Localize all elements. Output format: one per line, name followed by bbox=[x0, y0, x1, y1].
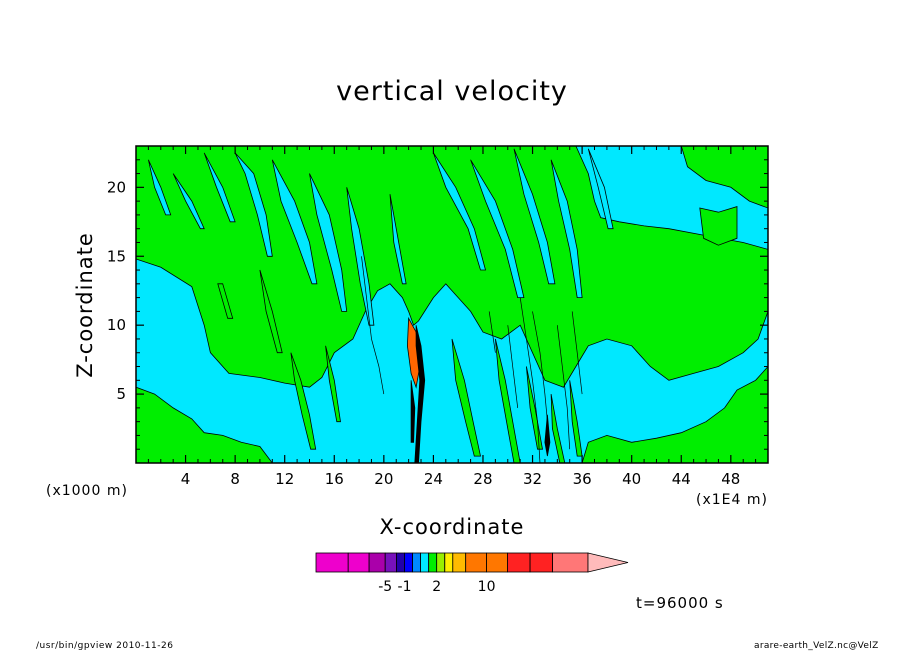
colorbar-segment bbox=[552, 552, 589, 573]
y-tick-label: 15 bbox=[107, 247, 126, 265]
contour-line bbox=[371, 338, 385, 395]
green-streak bbox=[259, 269, 283, 354]
contour-line bbox=[571, 311, 583, 395]
green-streak bbox=[451, 338, 481, 457]
cyan-streak bbox=[271, 159, 318, 285]
contour-line bbox=[532, 311, 550, 436]
colorbar-segment bbox=[452, 552, 467, 573]
contour-line bbox=[507, 325, 519, 408]
contour-line bbox=[488, 311, 496, 353]
x-axis-unit-left: (x1000 m) bbox=[46, 483, 128, 499]
green-streak bbox=[569, 380, 583, 457]
green-streak bbox=[217, 283, 234, 319]
colorbar-segment bbox=[529, 552, 553, 573]
y-tick-label: 20 bbox=[107, 178, 126, 196]
colorbar-segment bbox=[444, 552, 454, 573]
x-tick-label: 44 bbox=[672, 470, 691, 488]
y-tick-label: 5 bbox=[116, 385, 126, 403]
cyan-streak bbox=[346, 187, 375, 326]
green-region-lowerleft bbox=[136, 386, 273, 463]
colorbar-label: 2 bbox=[432, 579, 441, 595]
colorbar-label: -5 bbox=[378, 579, 392, 595]
contour-line bbox=[519, 297, 541, 463]
chart-title: vertical velocity bbox=[336, 76, 568, 107]
plot-frame bbox=[135, 145, 769, 464]
green-streak bbox=[290, 352, 317, 450]
colorbar-segment bbox=[368, 552, 386, 573]
cyan-streak bbox=[389, 194, 407, 285]
x-tick-label: 40 bbox=[622, 470, 641, 488]
cyan-streak bbox=[513, 148, 556, 285]
downdraft-streak bbox=[544, 414, 551, 457]
x-tick-label: 32 bbox=[523, 470, 542, 488]
cyan-streak bbox=[587, 148, 614, 230]
colorbar-segment bbox=[396, 552, 405, 573]
x-tick-label: 28 bbox=[473, 470, 492, 488]
x-axis-unit-right: (x1E4 m) bbox=[696, 492, 768, 508]
cyan-streak bbox=[309, 173, 348, 312]
colorbar-segment bbox=[412, 552, 422, 573]
y-tick-label: 10 bbox=[107, 316, 126, 334]
colorbar-label: -1 bbox=[398, 579, 412, 595]
contour-line bbox=[361, 256, 372, 340]
green-region-topright bbox=[680, 146, 768, 209]
green-region-lowerright bbox=[581, 365, 768, 463]
colorbar-segment bbox=[404, 552, 413, 573]
green-streak bbox=[495, 338, 521, 463]
footer-right: arare-earth_VelZ.nc@VelZ bbox=[754, 641, 879, 651]
x-axis-label: X-coordinate bbox=[379, 515, 525, 539]
colorbar-segment bbox=[507, 552, 531, 573]
green-streak bbox=[325, 345, 341, 423]
x-tick-label: 36 bbox=[573, 470, 592, 488]
colorbar-segment bbox=[384, 552, 397, 573]
colorbar-label: 10 bbox=[478, 579, 496, 595]
cyan-streak bbox=[203, 152, 236, 223]
cyan-streak bbox=[172, 173, 205, 230]
colorbar: -5 -1 2 10 bbox=[315, 552, 629, 595]
colorbar-segment bbox=[465, 552, 488, 573]
contour-field bbox=[136, 146, 768, 463]
cyan-streak bbox=[234, 152, 273, 257]
x-tick-label: 4 bbox=[181, 470, 191, 488]
x-tick-label: 16 bbox=[325, 470, 344, 488]
green-streak bbox=[526, 366, 543, 450]
x-tick-label: 20 bbox=[374, 470, 393, 488]
cyan-streak bbox=[470, 159, 525, 298]
cyan-streak bbox=[148, 159, 172, 216]
x-tick-label: 8 bbox=[230, 470, 240, 488]
downdraft-streak bbox=[410, 380, 416, 443]
downdraft-streak bbox=[414, 325, 426, 463]
colorbar-segment bbox=[315, 552, 349, 573]
cyan-streak bbox=[550, 159, 583, 298]
x-tick-label: 12 bbox=[275, 470, 294, 488]
contour-line bbox=[556, 325, 571, 450]
colorbar-segment bbox=[436, 552, 446, 573]
colorbar-triangle bbox=[587, 552, 629, 573]
green-region-blob bbox=[699, 206, 738, 246]
colorbar-segment bbox=[486, 552, 508, 573]
x-tick-label: 24 bbox=[424, 470, 443, 488]
colorbar-segment bbox=[420, 552, 430, 573]
colorbar-segment bbox=[428, 552, 438, 573]
footer-left: /usr/bin/gpview 2010-11-26 bbox=[36, 641, 174, 651]
time-label: t=96000 s bbox=[636, 594, 724, 612]
colorbar-segment bbox=[347, 552, 370, 573]
green-streak bbox=[550, 394, 566, 463]
cyan-streak bbox=[433, 152, 487, 271]
x-tick-label: 48 bbox=[721, 470, 740, 488]
